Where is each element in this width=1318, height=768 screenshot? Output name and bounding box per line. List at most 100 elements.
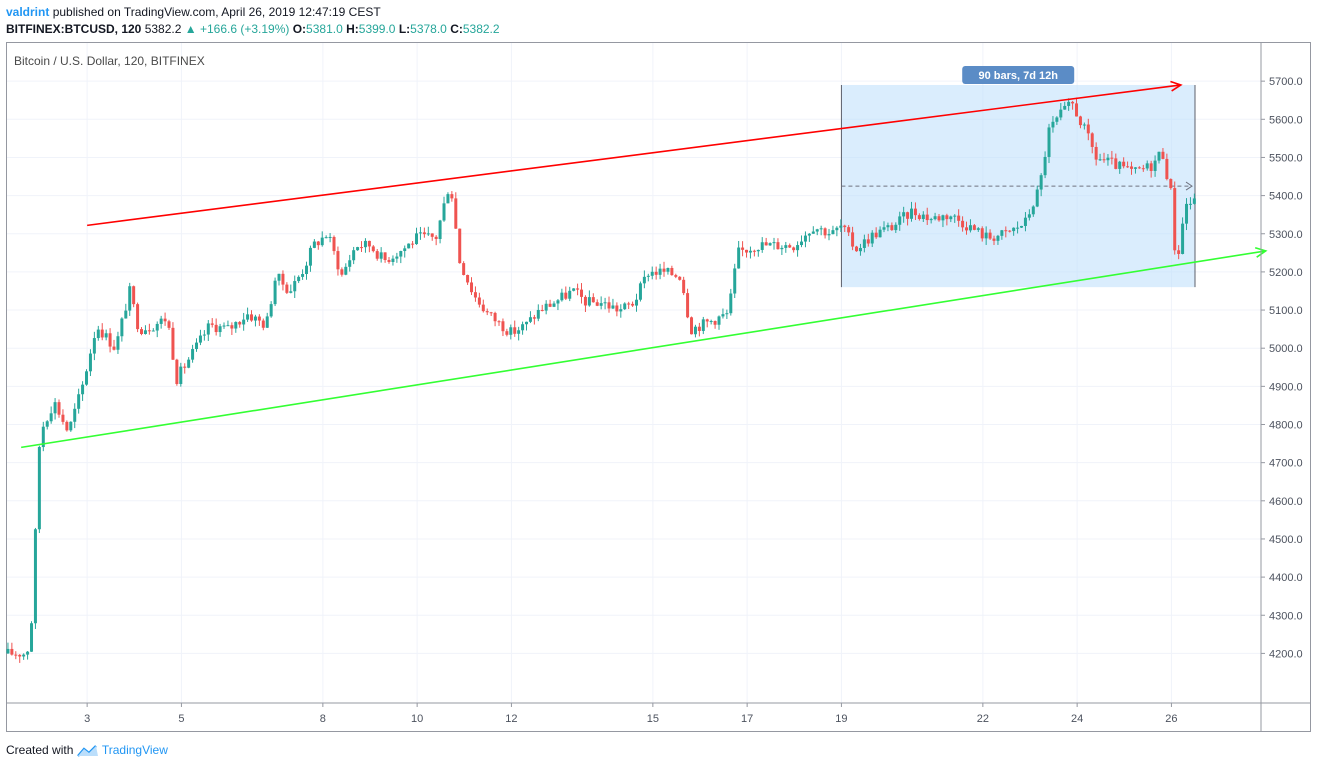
candle-body bbox=[1051, 121, 1055, 128]
candle-body bbox=[112, 346, 116, 350]
candle-body bbox=[30, 623, 34, 652]
candle-body bbox=[14, 654, 18, 656]
candle-body bbox=[120, 318, 124, 337]
footer: Created with TradingView bbox=[6, 743, 168, 757]
y-tick-label: 4700.0 bbox=[1269, 458, 1303, 470]
candle-body bbox=[733, 268, 737, 294]
candle-body bbox=[202, 334, 206, 336]
y-tick-label: 4400.0 bbox=[1269, 572, 1303, 584]
candle-body bbox=[198, 335, 202, 343]
candle-body bbox=[1192, 198, 1196, 204]
candle-body bbox=[41, 426, 45, 448]
candle-body bbox=[1000, 230, 1004, 236]
candle-body bbox=[1059, 109, 1063, 118]
candle-body bbox=[1078, 116, 1082, 126]
candle-body bbox=[501, 321, 505, 332]
high-label: H: bbox=[346, 22, 359, 36]
candle-body bbox=[756, 249, 760, 252]
candle-body bbox=[674, 275, 678, 277]
x-tick-label: 17 bbox=[741, 713, 753, 725]
candle-body bbox=[642, 276, 646, 284]
date-price-range-tool[interactable]: 90 bars, 7d 12h bbox=[840, 65, 1196, 288]
candle-body bbox=[285, 284, 289, 293]
candle-body bbox=[650, 271, 654, 276]
low-label: L: bbox=[398, 22, 411, 36]
candle-body bbox=[183, 366, 187, 368]
candle-body bbox=[1023, 217, 1027, 226]
candle-body bbox=[222, 325, 226, 327]
candle-body bbox=[631, 303, 635, 306]
candle-body bbox=[1137, 167, 1141, 169]
symbol-name: BITFINEX:BTCUSD, 120 bbox=[6, 22, 142, 36]
candle-body bbox=[1110, 157, 1114, 159]
candle-body bbox=[686, 293, 690, 318]
candle-body bbox=[906, 212, 910, 219]
y-tick-label: 4500.0 bbox=[1269, 534, 1303, 546]
candle-body bbox=[827, 234, 831, 236]
candle-body bbox=[73, 408, 77, 422]
candle-body bbox=[1181, 223, 1185, 254]
candle-body bbox=[65, 421, 69, 431]
candle-body bbox=[187, 359, 191, 368]
candle-body bbox=[890, 225, 894, 231]
candle-body bbox=[1106, 157, 1110, 161]
x-tick-label: 12 bbox=[505, 713, 517, 725]
axes: 4200.0 4300.0 4400.0 4500.0 4600.0 4700.0 4800… bbox=[6, 42, 1311, 731]
candle-body bbox=[1047, 127, 1051, 157]
candle-body bbox=[250, 314, 254, 321]
candle-body bbox=[741, 247, 745, 250]
candle-body bbox=[1145, 163, 1149, 169]
candle-body bbox=[1063, 105, 1067, 110]
candle-body bbox=[599, 303, 603, 306]
candle-body bbox=[320, 237, 324, 246]
y-tick-label: 5500.0 bbox=[1269, 152, 1303, 164]
candle-body bbox=[949, 216, 953, 220]
candle-body bbox=[1173, 188, 1177, 251]
candle-body bbox=[297, 276, 301, 282]
upper-arrow-icon bbox=[1170, 80, 1183, 92]
candle-body bbox=[886, 225, 890, 228]
candle-body bbox=[442, 203, 446, 221]
candle-body bbox=[403, 248, 407, 252]
candle-body bbox=[33, 529, 37, 624]
tradingview-brand[interactable]: TradingView bbox=[101, 743, 168, 757]
author-link[interactable]: valdrint bbox=[6, 5, 50, 19]
candle-body bbox=[246, 314, 250, 320]
candle-body bbox=[1039, 175, 1043, 190]
candle-body bbox=[167, 321, 171, 328]
candle-body bbox=[104, 333, 108, 338]
candle-body bbox=[929, 219, 933, 221]
candle-body bbox=[521, 324, 525, 331]
candle-body bbox=[965, 227, 969, 231]
candle-body bbox=[874, 232, 878, 238]
candle-body bbox=[615, 305, 619, 312]
candle-body bbox=[407, 243, 411, 249]
candle-body bbox=[273, 280, 277, 305]
candle-body bbox=[116, 336, 120, 350]
candle-body bbox=[627, 303, 631, 305]
candle-body bbox=[88, 353, 92, 372]
candle-body bbox=[925, 214, 929, 221]
candle-body bbox=[1016, 227, 1020, 229]
candle-body bbox=[1020, 225, 1024, 228]
candle-body bbox=[583, 296, 587, 306]
candle-body bbox=[391, 258, 395, 263]
candle-body bbox=[336, 251, 340, 270]
candle-body bbox=[737, 247, 741, 269]
candle-body bbox=[980, 228, 984, 239]
publish-text: published on TradingView.com, April 26, … bbox=[52, 5, 381, 19]
trendlines[interactable] bbox=[21, 80, 1268, 449]
candle-body bbox=[517, 330, 521, 334]
candle-body bbox=[96, 329, 100, 339]
candle-body bbox=[635, 299, 639, 306]
candle-body bbox=[682, 279, 686, 294]
candle-body bbox=[147, 330, 151, 332]
candle-body bbox=[587, 297, 591, 306]
open-label: O: bbox=[292, 22, 307, 36]
candle-body bbox=[230, 325, 234, 329]
x-tick-label: 8 bbox=[320, 713, 326, 725]
candle-body bbox=[128, 286, 132, 311]
candle-body bbox=[1153, 160, 1157, 171]
candle-body bbox=[721, 314, 725, 317]
